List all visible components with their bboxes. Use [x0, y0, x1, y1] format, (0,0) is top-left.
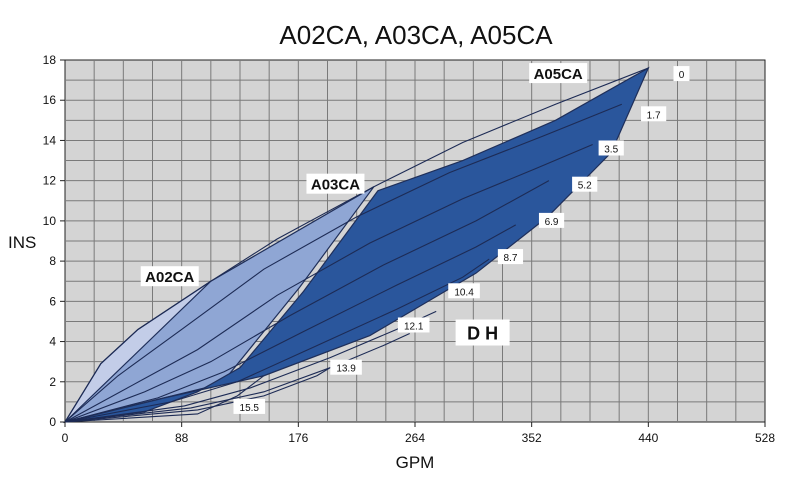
y-tick-label: 8 [49, 254, 56, 268]
pump-regions [62, 66, 650, 424]
y-tick-label: 16 [43, 93, 57, 107]
model-label-box [140, 266, 199, 287]
dh-curve-9 [64, 375, 265, 423]
x-tick-label: 440 [638, 431, 658, 445]
x-tick-label: 528 [755, 431, 775, 445]
chart-title: A02CA, A03CA, A05CA [279, 20, 553, 50]
y-tick-label: 12 [43, 174, 57, 188]
y-tick-label: 0 [49, 415, 56, 429]
dh-curve-8 [64, 363, 338, 423]
model-label-box [529, 63, 588, 84]
dh-curve-5 [64, 258, 490, 423]
y-tick-label: 18 [43, 53, 57, 67]
model-label-a03ca: A03CA [311, 177, 360, 194]
y-axis-title: INS [8, 233, 36, 252]
curve-label: 6.9 [545, 217, 559, 228]
y-tick-label: 10 [43, 214, 57, 228]
curve-label: 12.1 [404, 321, 424, 332]
x-axis-title: GPM [396, 453, 435, 472]
dh-curve-7 [64, 333, 410, 423]
dh-label: D H [467, 324, 498, 344]
dh-curve-4 [64, 224, 517, 423]
curve-label: 13.9 [336, 364, 356, 375]
y-tick-label: 2 [49, 375, 56, 389]
annotations: 0 1.7 3.5 5.2 6.9 8.7 10.4 12.1 13.9 15.5 A02CA A03… [140, 63, 690, 414]
region-a03ca [62, 186, 375, 424]
x-tick-label: 0 [62, 431, 69, 445]
curve-label-box [598, 140, 624, 156]
dh-label-box [455, 319, 510, 346]
curve-label-box [330, 359, 362, 375]
axes: 0 88 176 264 352 440 528 0 2 4 6 8 10 12 14 16 18 [43, 53, 776, 445]
curve-label-box [538, 212, 565, 228]
curve-label: 8.7 [504, 253, 518, 264]
dh-curve-1 [64, 103, 623, 423]
model-label-a02ca: A02CA [145, 269, 194, 286]
x-tick-label: 88 [175, 431, 189, 445]
curve-label-box [673, 66, 690, 82]
model-label-box [306, 173, 365, 194]
curve-label-box [233, 398, 266, 414]
y-tick-label: 14 [43, 133, 57, 147]
region-a05ca [64, 66, 650, 423]
curve-label: 15.5 [240, 403, 260, 414]
y-tick-label: 6 [49, 294, 56, 308]
x-tick-label: 352 [522, 431, 542, 445]
dh-curves [64, 67, 649, 423]
dh-curve-2 [64, 143, 593, 423]
curve-label-box [397, 317, 430, 333]
curve-label: 10.4 [454, 287, 474, 298]
y-tick-label: 4 [49, 335, 56, 349]
curve-label-box [497, 249, 524, 265]
x-tick-label: 264 [405, 431, 425, 445]
curve-label: 5.2 [578, 181, 592, 192]
x-tick-label: 176 [288, 431, 308, 445]
dh-curve-0 [64, 67, 649, 423]
curve-label: 1.7 [647, 110, 661, 121]
curve-label-box [448, 283, 480, 299]
curve-label: 3.5 [604, 144, 618, 155]
curve-label: 0 [679, 70, 685, 81]
curve-label-box [572, 176, 598, 192]
dh-curve-3 [64, 180, 550, 423]
curve-label-box [641, 106, 667, 122]
model-label-a05ca: A05CA [534, 66, 583, 83]
